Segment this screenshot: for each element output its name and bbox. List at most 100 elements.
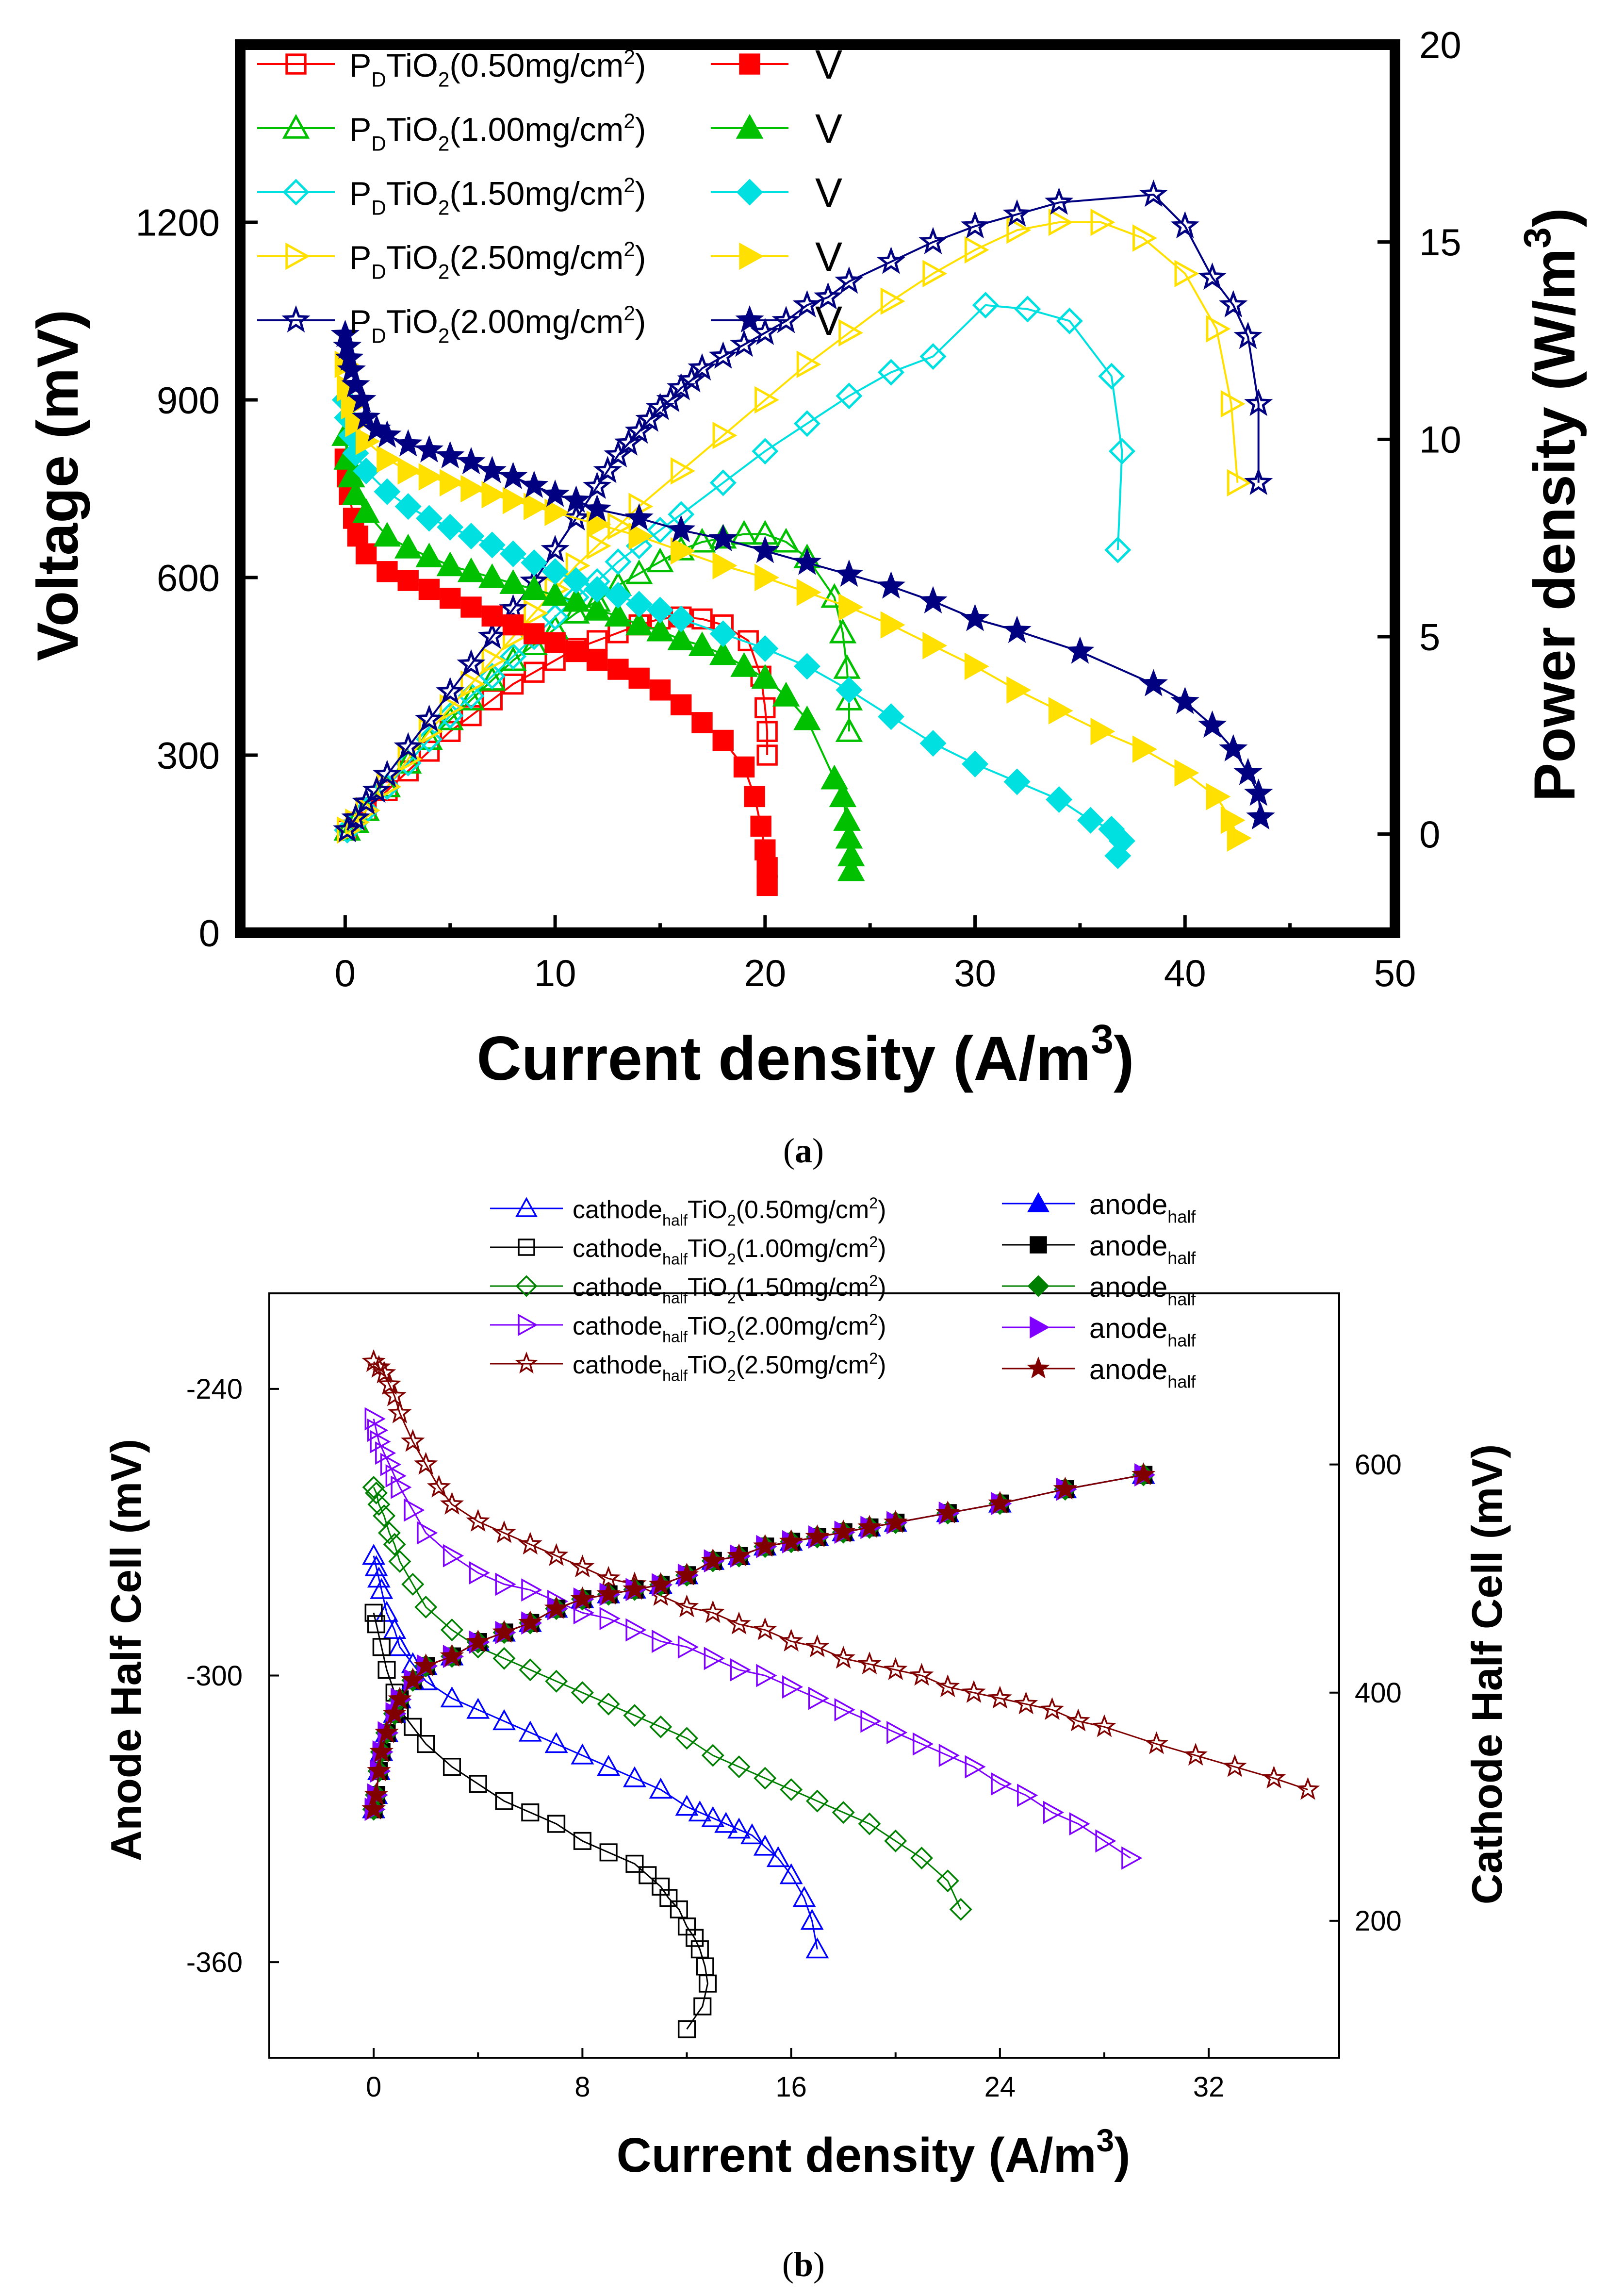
- data-point: [938, 1744, 960, 1767]
- panel-b-xlabel: Current density (A/m3): [616, 2122, 1130, 2182]
- data-point: [364, 1782, 389, 1805]
- data-point: [918, 227, 948, 254]
- data-point: [383, 1533, 406, 1556]
- data-point: [880, 611, 905, 639]
- data-point: [418, 463, 443, 491]
- data-point: [561, 485, 590, 513]
- data-point: [667, 625, 695, 650]
- data-point: [708, 524, 738, 551]
- legend-marker: [736, 179, 763, 206]
- series-3: [364, 1407, 1143, 1870]
- data-point: [808, 1686, 829, 1710]
- data-point: [936, 1869, 959, 1893]
- panel-b-ylabel-left: Anode Half Cell (mV): [102, 1439, 150, 1861]
- legend-marker: [282, 114, 310, 139]
- data-point: [413, 1452, 438, 1475]
- data-point: [698, 1974, 717, 1993]
- data-point: [729, 329, 759, 357]
- legend-b-cathode-4: [490, 1351, 563, 1374]
- data-point: [1066, 1708, 1090, 1732]
- data-point: [623, 1577, 647, 1600]
- legend-b-cathode-0: [490, 1197, 563, 1217]
- legend-label: PDTiO2(1.50mg/cm2): [349, 174, 646, 219]
- data-point: [625, 611, 653, 636]
- legend-a-power-3: [257, 242, 335, 270]
- data-point: [693, 1997, 712, 2015]
- data-point: [1069, 1812, 1090, 1836]
- panel-a-ticks: 0 10 20 30 40 50 0 300 600 900 1200 0 5 10 15 20: [135, 23, 1461, 994]
- y2-tick-label: 5: [1419, 615, 1440, 658]
- data-point: [1244, 388, 1273, 416]
- legend-marker: [1030, 1316, 1050, 1338]
- data-point: [1223, 1754, 1247, 1777]
- data-point: [667, 515, 696, 543]
- data-point: [1090, 208, 1115, 236]
- panel-b-plot-area: [361, 1349, 1320, 2038]
- data-point: [337, 355, 366, 383]
- data-point: [754, 839, 776, 860]
- legend-marker: [1027, 1275, 1049, 1297]
- data-point: [361, 1797, 386, 1820]
- data-point: [593, 456, 622, 483]
- data-point: [361, 1349, 386, 1372]
- data-point: [922, 632, 948, 660]
- data-point: [965, 1755, 986, 1779]
- data-point: [877, 359, 904, 386]
- data-point: [831, 1520, 855, 1543]
- data-point: [671, 694, 692, 715]
- data-point: [436, 551, 464, 577]
- data-point: [492, 1647, 516, 1670]
- x-tick-label: 10: [534, 952, 576, 994]
- data-point: [1233, 321, 1263, 349]
- legend-label: PDTiO2(2.50mg/cm2): [349, 238, 646, 283]
- data-point: [712, 421, 738, 449]
- data-point: [373, 1504, 396, 1527]
- data-point: [1197, 262, 1227, 290]
- legend-label: anodehalf: [1089, 1272, 1196, 1309]
- data-point: [727, 1611, 751, 1635]
- data-point: [792, 1886, 816, 1907]
- data-point: [544, 632, 566, 653]
- data-point: [362, 414, 391, 442]
- legend-a-voltage-1: [711, 114, 788, 139]
- data-point: [1056, 307, 1083, 334]
- data-point: [573, 1832, 591, 1850]
- data-point: [545, 1669, 568, 1693]
- data-point: [1174, 260, 1199, 287]
- data-point: [518, 1610, 542, 1634]
- data-point: [355, 428, 380, 455]
- y2-tick-label: 10: [1419, 418, 1461, 461]
- data-point: [988, 1491, 1012, 1514]
- data-point: [646, 616, 674, 642]
- data-point: [756, 721, 778, 742]
- data-point: [347, 525, 369, 547]
- data-point: [394, 533, 422, 559]
- data-point: [709, 640, 737, 665]
- data-point: [805, 1937, 829, 1959]
- data-point: [391, 1475, 412, 1499]
- data-point: [377, 1372, 402, 1395]
- data-point: [688, 353, 717, 381]
- data-point: [367, 1567, 391, 1588]
- data-point: [377, 1521, 401, 1545]
- series-8: [334, 350, 1252, 852]
- data-point: [922, 260, 948, 287]
- data-point: [599, 1843, 618, 1862]
- data-point: [414, 435, 444, 463]
- data-point: [625, 1618, 647, 1642]
- data-point: [367, 1758, 391, 1782]
- legend-marker: [281, 305, 311, 333]
- data-point: [415, 543, 443, 567]
- data-point: [1044, 187, 1074, 215]
- data-point: [701, 1548, 725, 1571]
- data-point: [884, 1510, 908, 1533]
- legend-a-voltage-0: [711, 53, 788, 75]
- data-point: [584, 576, 611, 603]
- data-point: [771, 306, 801, 333]
- panel-a-ylabel-right: Power density (W/m3): [1516, 208, 1587, 802]
- data-point: [886, 1721, 908, 1745]
- data-point: [625, 1854, 644, 1873]
- series-line: [373, 1361, 1308, 1791]
- data-point: [365, 1481, 388, 1504]
- data-point: [520, 575, 548, 600]
